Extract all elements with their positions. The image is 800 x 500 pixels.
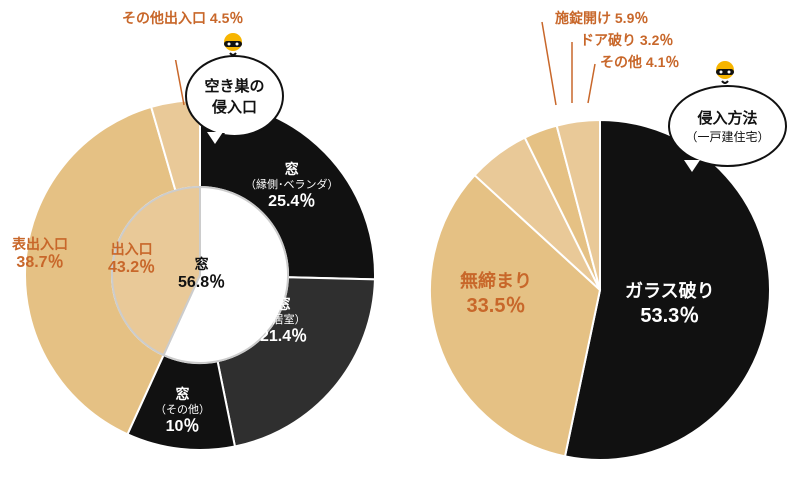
left-outer-3: 表出入口 38.7％ bbox=[12, 235, 68, 274]
right-callout-line1: 侵入方法 bbox=[697, 107, 757, 128]
left-outer-0: 窓 （縁側･ベランダ） 25.4％ bbox=[245, 160, 339, 213]
left-inner-0: 窓 56.8％ bbox=[178, 255, 225, 294]
left-outer-2: 窓 （その他） 10％ bbox=[155, 385, 210, 438]
right-callout-line2: （一戸建住宅） bbox=[685, 128, 769, 145]
left-outer-1: 窓 （居室） 21.4％ bbox=[260, 295, 307, 348]
left-callout-line1: 空き巣の bbox=[204, 75, 264, 96]
right-callout: 侵入方法 （一戸建住宅） bbox=[668, 85, 787, 167]
left-top-note: その他出入口 4.5％ bbox=[122, 8, 243, 28]
right-slice-1: 無締まり 33.5％ bbox=[460, 270, 532, 319]
left-callout-line2: 侵入口 bbox=[212, 96, 257, 117]
burglar-icon bbox=[712, 60, 738, 86]
left-callout: 空き巣の 侵入口 bbox=[185, 55, 284, 137]
left-inner-1: 出入口 43.2％ bbox=[108, 240, 155, 279]
right-slice-0: ガラス破り 53.3％ bbox=[625, 280, 715, 329]
